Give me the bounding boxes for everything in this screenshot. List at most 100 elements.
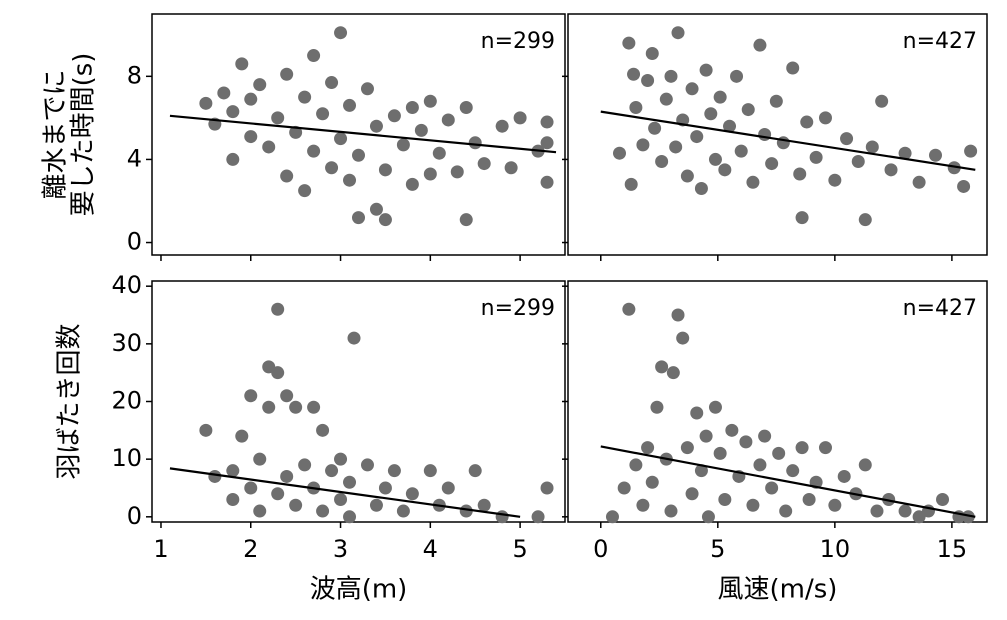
x-tick-label: 2 (243, 535, 258, 563)
x-tick-label: 5 (710, 535, 725, 563)
point (343, 98, 357, 112)
point (378, 481, 392, 495)
point (235, 429, 249, 443)
point (423, 464, 437, 478)
y-tick-label: 40 (111, 271, 142, 299)
y-axis-label: 離水までに (41, 69, 71, 199)
point (531, 510, 545, 524)
y-tick-label: 8 (127, 61, 142, 89)
point (617, 481, 631, 495)
point (828, 173, 842, 187)
point (809, 150, 823, 164)
point (316, 504, 330, 518)
point (334, 452, 348, 466)
point (271, 302, 285, 316)
point (699, 429, 713, 443)
point (858, 213, 872, 227)
point (244, 389, 258, 403)
point (793, 167, 807, 181)
point (699, 63, 713, 77)
point (280, 67, 294, 81)
point (818, 441, 832, 455)
point (753, 458, 767, 472)
point (828, 498, 842, 512)
x-tick-label: 0 (593, 535, 608, 563)
y-tick-label: 10 (111, 444, 142, 472)
point (772, 446, 786, 460)
point (334, 26, 348, 40)
fit-line (600, 445, 976, 518)
point (765, 157, 779, 171)
point (708, 400, 722, 414)
y-axis-label: 羽ばたき回数 (55, 323, 85, 479)
point (612, 146, 626, 160)
y-tick-label: 30 (111, 329, 142, 357)
point (758, 128, 772, 141)
point (786, 464, 800, 478)
point (641, 73, 655, 87)
point (669, 140, 683, 154)
point (629, 458, 643, 472)
point (779, 504, 793, 518)
point (262, 400, 276, 414)
point (655, 360, 669, 374)
point (664, 69, 678, 83)
point (645, 475, 659, 489)
point (671, 308, 685, 322)
fit-line (169, 467, 521, 518)
point (694, 464, 708, 478)
point (929, 148, 943, 162)
point (226, 152, 240, 166)
point (235, 57, 249, 71)
point (685, 487, 699, 501)
point (898, 504, 912, 518)
x-tick-label: 10 (820, 535, 851, 563)
point (795, 441, 809, 455)
point (316, 423, 330, 437)
point (964, 144, 978, 158)
point (936, 493, 950, 507)
point (495, 510, 509, 524)
point (199, 96, 213, 110)
annotation: n=427 (903, 29, 977, 54)
point (459, 504, 473, 518)
point (694, 182, 708, 196)
point (360, 82, 374, 96)
point (718, 493, 732, 507)
point (208, 469, 222, 483)
point (718, 163, 732, 177)
point (641, 441, 655, 455)
point (289, 498, 303, 512)
point (795, 211, 809, 225)
point (343, 475, 357, 489)
point (680, 169, 694, 183)
point (378, 163, 392, 177)
point (378, 213, 392, 227)
point (713, 446, 727, 460)
point (343, 173, 357, 187)
point (701, 510, 715, 524)
point (468, 464, 482, 478)
point (217, 86, 231, 100)
point (343, 510, 357, 524)
x-tick-label: 15 (937, 535, 968, 563)
point (664, 504, 678, 518)
plot-frame (567, 13, 988, 256)
x-tick-label: 3 (333, 535, 348, 563)
point (659, 92, 673, 106)
point (734, 144, 748, 158)
y-axis-label: 要した時間(s) (69, 53, 99, 217)
point (605, 510, 619, 524)
point (423, 94, 437, 108)
point (325, 161, 339, 175)
point (671, 26, 685, 40)
point (540, 115, 554, 129)
point (423, 167, 437, 181)
point (947, 161, 961, 175)
point (352, 148, 365, 162)
point (280, 169, 294, 183)
point (858, 458, 872, 472)
point (685, 82, 699, 96)
point (325, 464, 339, 478)
point (865, 140, 879, 154)
